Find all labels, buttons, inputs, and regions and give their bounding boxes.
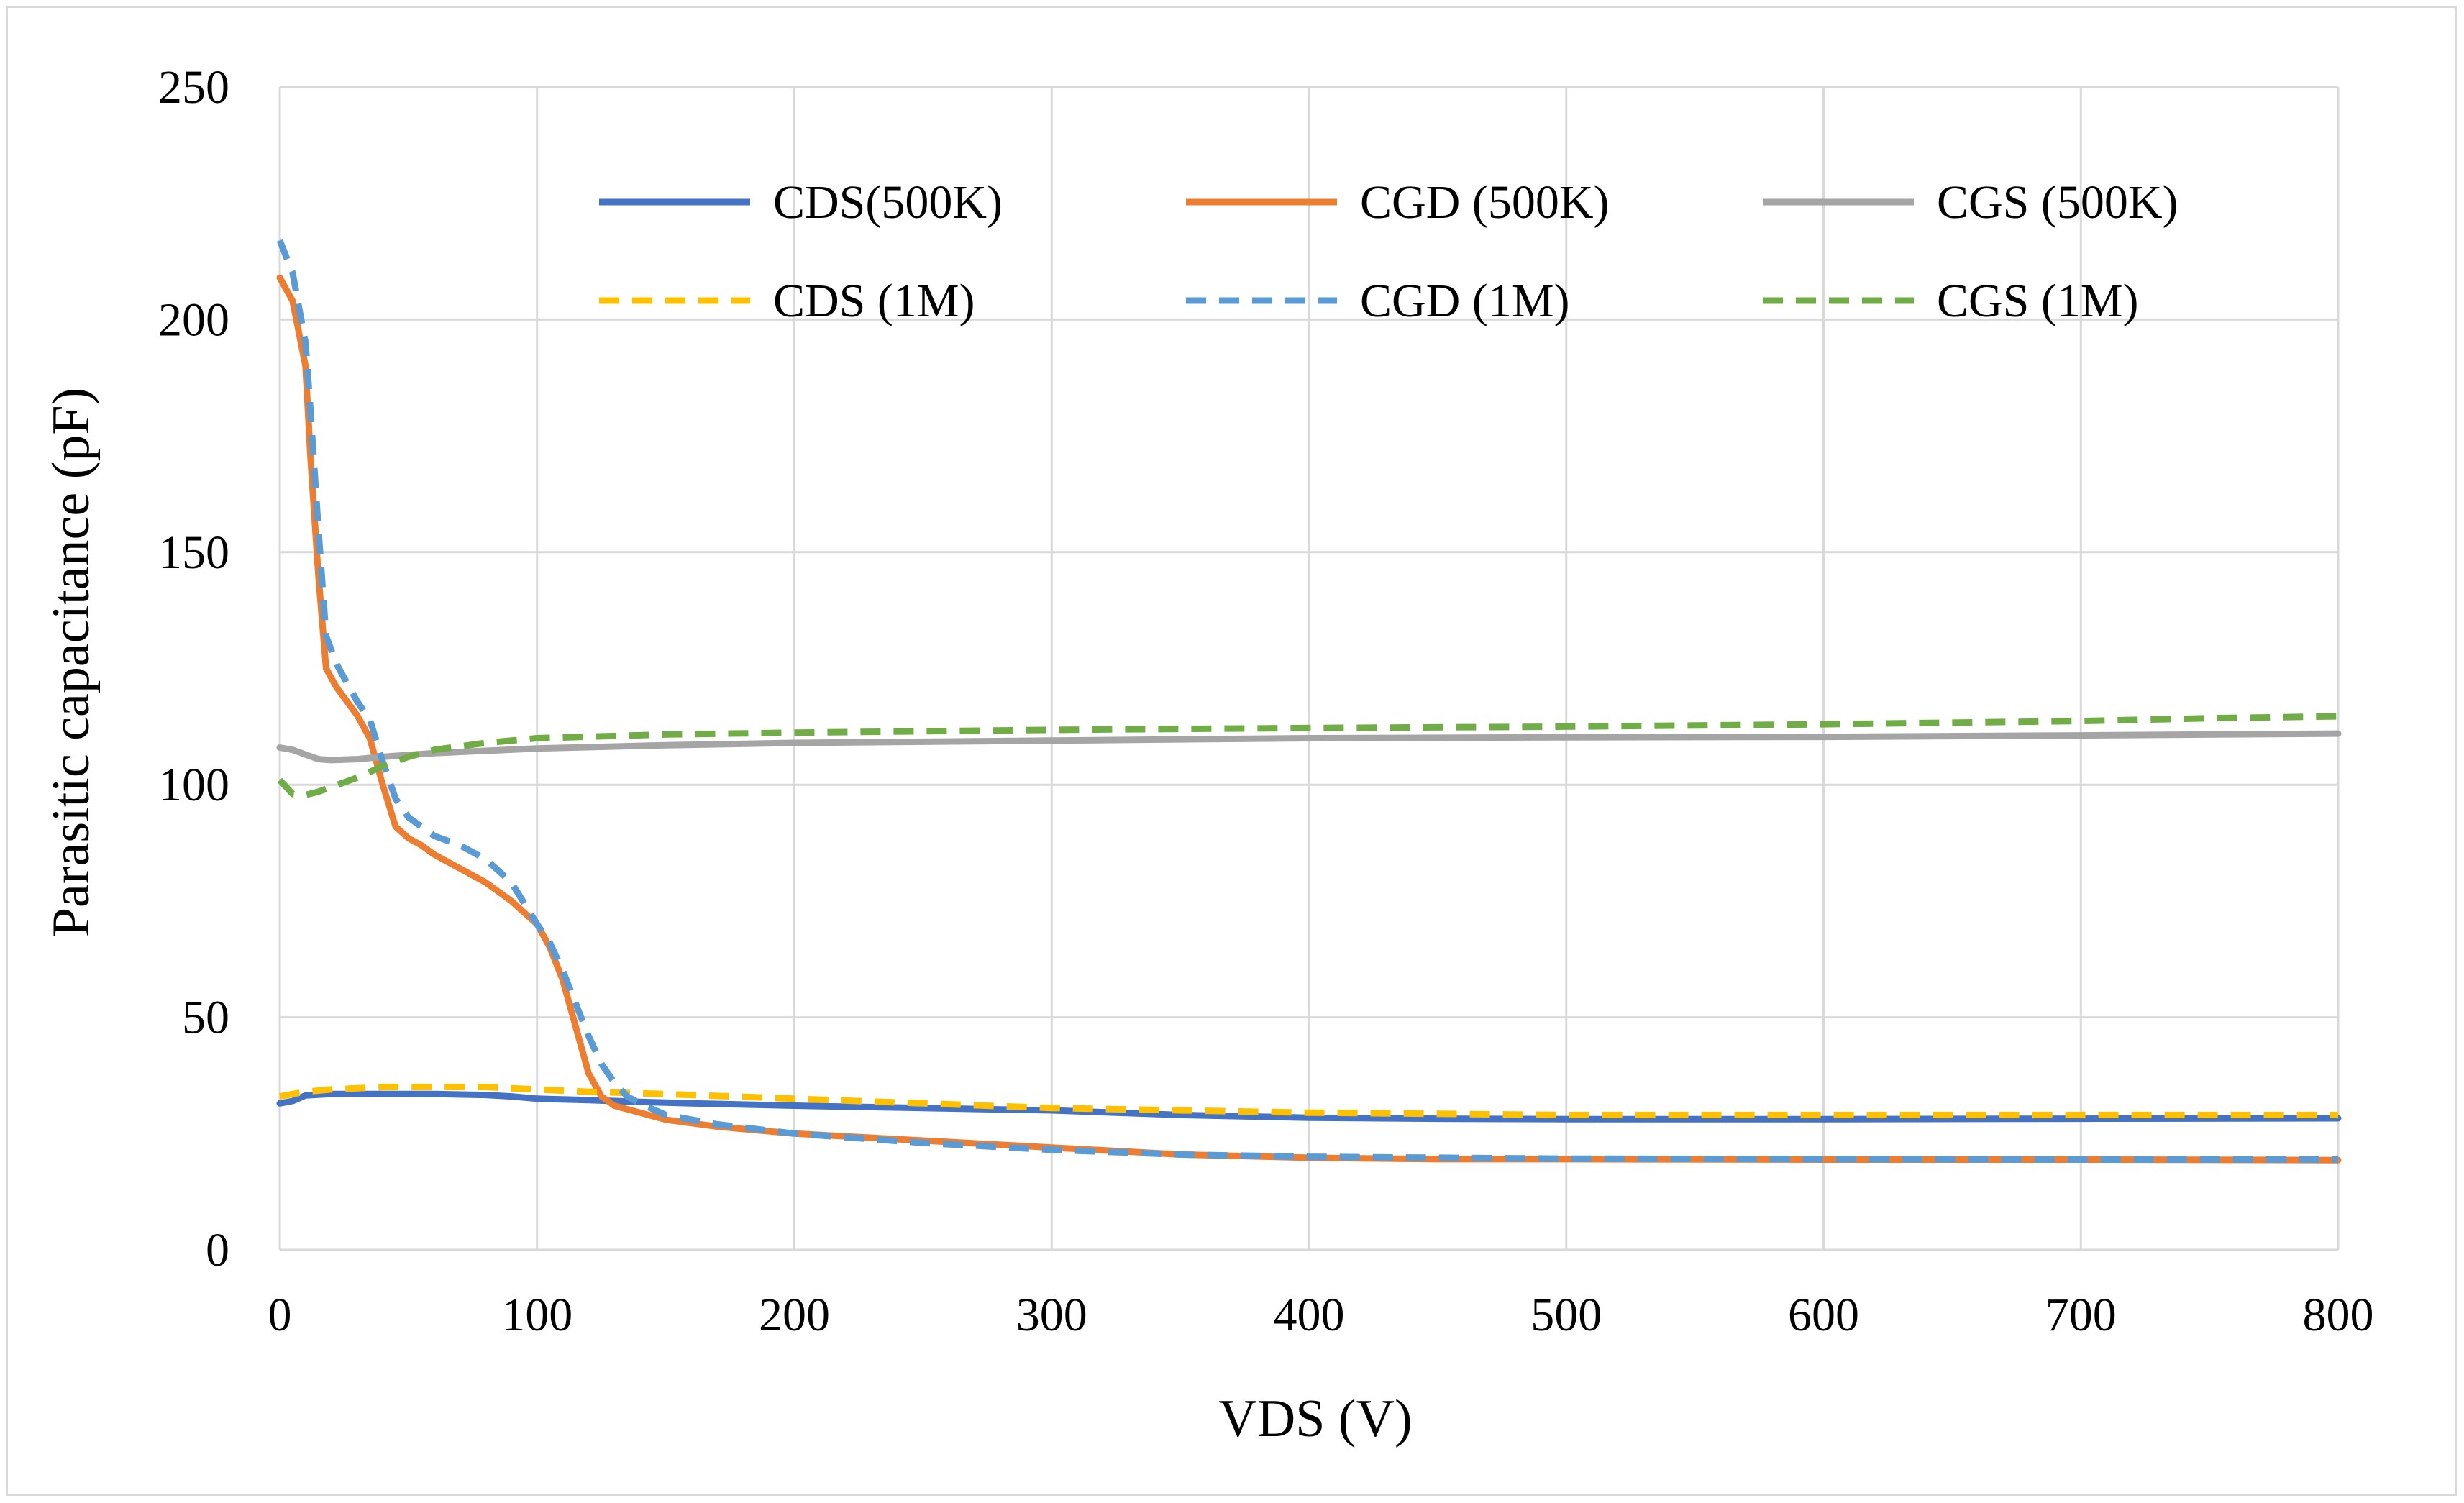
legend: CDS(500K) CGD (500K) CGS (500K) CDS (1M) CGD…: [599, 176, 2178, 327]
y-tick-label: 150: [158, 526, 229, 579]
x-tick-label: 600: [1788, 1289, 1859, 1341]
y-tick-label: 200: [158, 293, 229, 346]
x-tick-label: 400: [1274, 1289, 1345, 1341]
x-tick-label: 500: [1530, 1289, 1602, 1341]
series-lines: [276, 239, 2342, 1164]
series-line-cgs-500k: [276, 730, 2342, 764]
y-tick-label: 100: [158, 759, 229, 811]
y-tick-label: 250: [158, 61, 229, 114]
legend-label: CDS(500K): [773, 176, 1003, 229]
x-tick-label: 300: [1016, 1289, 1087, 1341]
gridlines: [278, 86, 2340, 1251]
x-tick-label: 200: [759, 1289, 830, 1341]
series-line-cgs-1m: [277, 713, 2339, 798]
x-tick-label: 800: [2303, 1289, 2374, 1341]
y-tick-label: 0: [206, 1224, 229, 1276]
x-axis-title: VDS (V): [1218, 1389, 1412, 1448]
chart-frame: 0 100 200 300 400 500 600 700 800 0 50 100 150 200 250…: [6, 6, 2457, 1496]
y-axis-title: Parasitic capacitance (pF): [42, 388, 101, 937]
legend-label: CDS (1M): [773, 275, 975, 327]
x-tick-label: 700: [2045, 1289, 2117, 1341]
legend-label: CGS (500K): [1937, 176, 2178, 229]
x-tick-label: 0: [268, 1289, 292, 1341]
series-line-cds-1m: [279, 1084, 2338, 1118]
tick-labels: 0 100 200 300 400 500 600 700 800 0 50 100 150 200 250: [158, 61, 2374, 1341]
legend-label: CGD (1M): [1360, 275, 1570, 327]
series-line-cds-500k: [276, 1090, 2342, 1123]
series-line-cgd-1m: [276, 239, 2338, 1163]
x-tick-label: 100: [501, 1289, 572, 1341]
chart-canvas: 0 100 200 300 400 500 600 700 800 0 50 100 150 200 250…: [42, 61, 2374, 1448]
legend-label: CGD (500K): [1360, 176, 1609, 229]
y-tick-label: 50: [182, 992, 229, 1044]
legend-label: CGS (1M): [1937, 275, 2139, 327]
